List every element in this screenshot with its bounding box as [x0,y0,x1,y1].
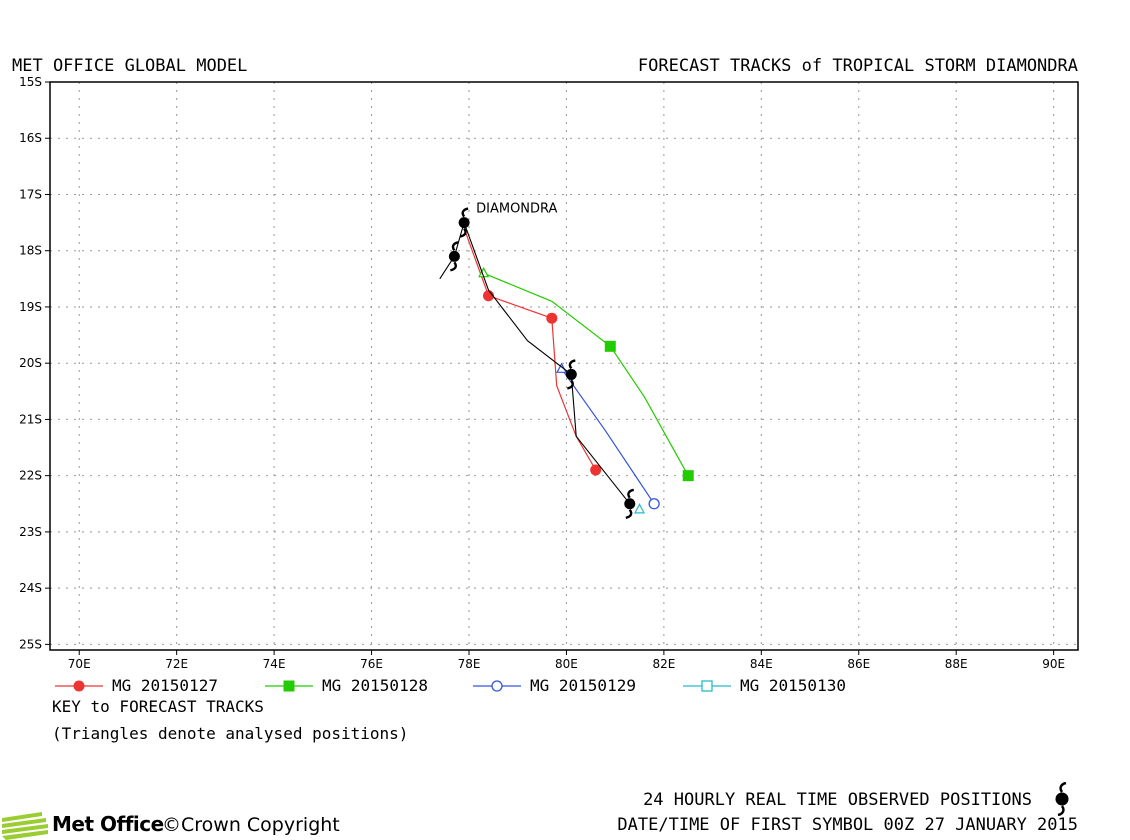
track-marker-1 [546,312,558,324]
map-axes: 70E 72E 74E 76E 78E 80E 82E 84E 86E 88E 90E 15S 16S 1… [19,75,1079,671]
met-office-logo-icon [2,812,48,840]
legend-label-3: MG 20150129 [530,676,636,695]
hurricane-symbol-icon [448,241,460,272]
legend-label-2: MG 20150128 [322,676,428,695]
met-office-logo-text: Met Office [52,812,164,836]
key-note: (Triangles denote analysed positions) [52,724,409,743]
track-line-2 [483,272,689,476]
lat-tick-label: 23S [19,525,42,539]
lat-tick-label: 20S [19,356,42,370]
lon-tick-label: 82E [652,657,675,671]
map-grid [50,81,1078,650]
track-marker-1 [590,464,602,476]
lon-tick-label: 70E [68,657,91,671]
lon-tick-label: 72E [165,657,188,671]
lon-tick-label: 80E [555,657,578,671]
analysed-position-triangle [634,503,646,514]
copyright: ©Crown Copyright [162,814,340,836]
lat-tick-label: 18S [19,244,42,258]
lon-tick-label: 86E [847,657,870,671]
forecast-tracks [463,227,694,514]
track-line-3 [561,368,655,505]
lat-tick-label: 16S [19,131,42,145]
lon-tick-label: 76E [360,657,383,671]
track-map: 70E 72E 74E 76E 78E 80E 82E 84E 86E 88E 90E 15S 16S 1… [19,75,1079,671]
datetime-note: DATE/TIME OF FIRST SYMBOL 00Z 27 JANUARY… [617,815,1078,835]
track-line-1 [463,227,597,471]
legend-marker-4 [701,680,713,692]
track-marker-3 [648,498,660,510]
hurricane-symbol-icon [565,359,577,390]
observed-note: 24 HOURLY REAL TIME OBSERVED POSITIONS [643,790,1032,810]
lat-tick-label: 24S [19,581,42,595]
track-marker-2 [604,340,616,352]
lon-tick-label: 84E [750,657,773,671]
observed-track [439,207,636,519]
hurricane-symbol-icon [458,207,470,238]
legend-marker-1 [73,680,85,692]
lat-tick-label: 15S [19,75,42,89]
lat-tick-label: 19S [19,300,42,314]
lat-tick-label: 25S [19,637,42,651]
lon-tick-label: 78E [458,657,481,671]
storm-label: DIAMONDRA [476,202,557,217]
track-marker-2 [682,470,694,482]
legend-marker-2 [283,680,295,692]
lat-tick-label: 22S [19,469,42,483]
map-frame [49,81,1079,651]
lon-tick-label: 90E [1042,657,1065,671]
legend-marker-3 [491,680,503,692]
observed-track-line [439,220,631,505]
chart-title: FORECAST TRACKS of TROPICAL STORM DIAMON… [637,56,1078,76]
lon-tick-label: 74E [263,657,286,671]
legend-label-1: MG 20150127 [112,676,218,695]
lon-tick-label: 88E [945,657,968,671]
model-title: MET OFFICE GLOBAL MODEL [12,56,248,76]
hurricane-symbol-icon [1055,782,1069,816]
key-title: KEY to FORECAST TRACKS [52,697,264,716]
legend-label-4: MG 20150130 [740,676,846,695]
lat-tick-label: 21S [19,412,42,426]
hurricane-symbol-icon [624,488,636,519]
legend [55,680,731,692]
lat-tick-label: 17S [19,187,42,201]
